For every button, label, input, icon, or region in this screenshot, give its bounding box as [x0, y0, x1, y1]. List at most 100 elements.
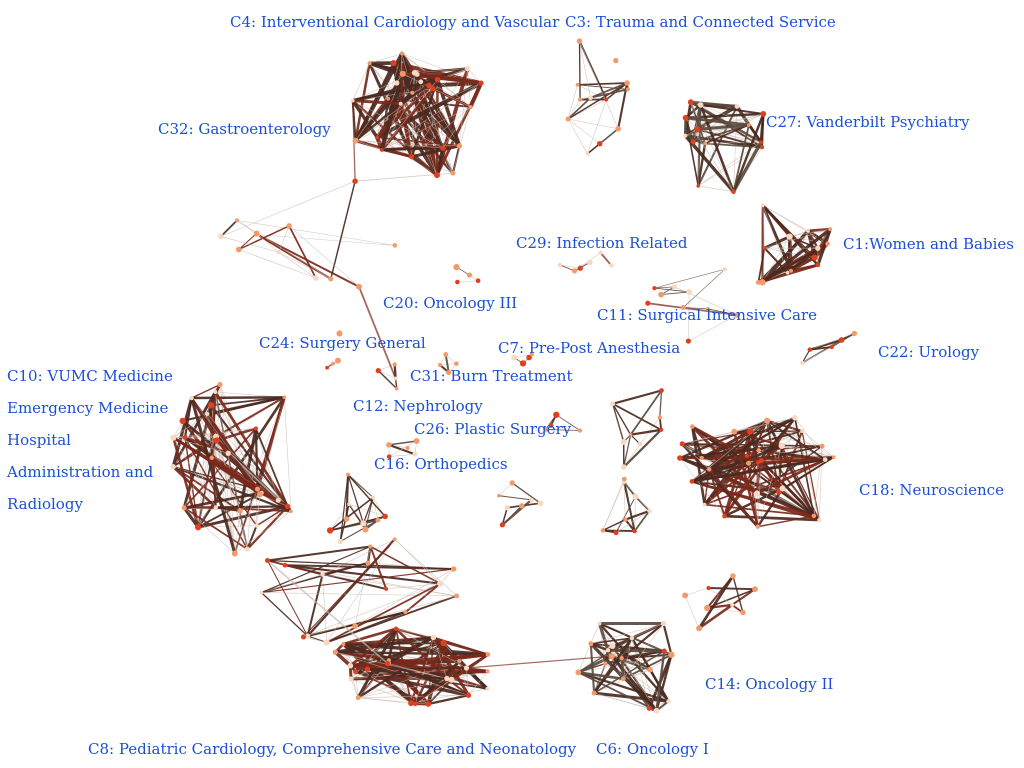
node-c8 — [385, 660, 391, 667]
node-c11 — [686, 288, 693, 295]
edge-c3 — [576, 82, 628, 86]
node-cm3 — [264, 557, 271, 564]
edge-cm3 — [322, 538, 396, 575]
edge-c20 — [457, 280, 479, 283]
node-c4 — [375, 135, 379, 140]
node-c10 — [205, 411, 210, 416]
edge-c18 — [781, 445, 835, 458]
edge-c10 — [239, 510, 257, 526]
node-c20 — [466, 272, 473, 278]
edge-c6 — [576, 671, 625, 681]
node-cm4 — [620, 464, 627, 470]
edge-cm3 — [303, 583, 441, 638]
node-c8 — [448, 676, 455, 683]
edge-c4 — [355, 140, 444, 149]
edge-c10 — [255, 505, 289, 527]
node-cm3 — [259, 590, 264, 595]
edge-cm4 — [611, 403, 625, 443]
label-c20: C20: Oncology III — [383, 294, 518, 312]
node-c1 — [759, 279, 766, 286]
edge-c8 — [333, 650, 353, 668]
edge-c8 — [349, 677, 449, 681]
node-c11 — [658, 291, 665, 298]
edge-c10 — [171, 465, 218, 509]
edge-c10 — [191, 397, 241, 512]
edge-c8 — [366, 667, 468, 670]
edge-c8 — [357, 697, 416, 705]
edge-c32 — [288, 225, 360, 288]
edge-c10 — [246, 505, 289, 551]
node-c7 — [529, 352, 534, 357]
node-c3 — [625, 87, 630, 92]
node-c6 — [588, 641, 594, 647]
edge-c4 — [380, 146, 445, 151]
node-c18 — [822, 457, 828, 462]
edge-c8 — [433, 637, 448, 679]
edge-cm3 — [394, 538, 458, 597]
node-c27 — [690, 139, 696, 145]
edge-c8 — [334, 651, 412, 704]
edge-c4 — [411, 81, 422, 158]
node-cm4 — [628, 432, 633, 437]
edge-c18 — [690, 425, 706, 506]
node-cm2 — [519, 503, 525, 509]
edge-cm1 — [339, 503, 350, 543]
edge-c6 — [598, 622, 633, 639]
edge-c10 — [172, 436, 200, 529]
edge-cm3 — [260, 545, 371, 594]
edge-cm3 — [303, 595, 458, 638]
edge-c27 — [683, 134, 736, 194]
node-c32 — [312, 275, 319, 281]
edge-c29 — [559, 264, 576, 272]
edge-c6 — [662, 622, 673, 656]
node-c11 — [680, 305, 686, 310]
edge-c8 — [355, 671, 359, 699]
edge-cm1 — [329, 515, 386, 532]
edge-c6 — [590, 623, 664, 645]
node-c8 — [347, 662, 354, 669]
node-c4 — [426, 82, 432, 89]
edge-c10 — [255, 427, 289, 508]
edge-c10 — [184, 437, 217, 441]
edge-c4 — [398, 90, 415, 106]
node-c1 — [825, 241, 830, 247]
edge-c32 — [236, 220, 332, 280]
node-c32 — [286, 223, 292, 229]
edge-c8 — [333, 635, 436, 654]
node-cm2 — [509, 480, 515, 486]
node-c14 — [730, 573, 736, 579]
edge-cm5 — [602, 518, 626, 532]
node-c12 — [375, 367, 381, 374]
node-c8 — [425, 701, 432, 707]
label-c26: C26: Plastic Surgery — [414, 420, 572, 438]
edge-cm3 — [369, 545, 388, 590]
node-c18 — [689, 479, 695, 484]
node-c7 — [526, 354, 532, 361]
edge-c32 — [278, 252, 332, 280]
edge-cm3 — [260, 562, 369, 594]
node-c27 — [760, 145, 765, 150]
edge-c6 — [589, 642, 610, 652]
node-c4 — [400, 51, 404, 56]
node-c7 — [519, 360, 527, 367]
edge-c27 — [697, 142, 707, 188]
edge-cm3 — [326, 538, 396, 643]
edge-c4 — [381, 81, 422, 150]
edge-c6 — [622, 669, 651, 680]
edge-c32 — [236, 220, 396, 246]
edge-c3 — [567, 96, 592, 120]
edge-c10 — [183, 396, 193, 439]
node-c6 — [608, 653, 615, 660]
node-c10 — [254, 486, 261, 492]
node-cm2 — [537, 500, 544, 506]
node-c14 — [704, 604, 711, 612]
node-c10 — [170, 463, 176, 470]
node-c6 — [661, 648, 667, 654]
node-cm4 — [637, 441, 643, 447]
node-c4 — [390, 60, 397, 67]
edge-c10 — [197, 440, 217, 528]
node-c26 — [577, 428, 583, 433]
edge-c4 — [395, 81, 439, 177]
edge-c12 — [377, 370, 396, 379]
edge-cm3 — [266, 559, 309, 637]
